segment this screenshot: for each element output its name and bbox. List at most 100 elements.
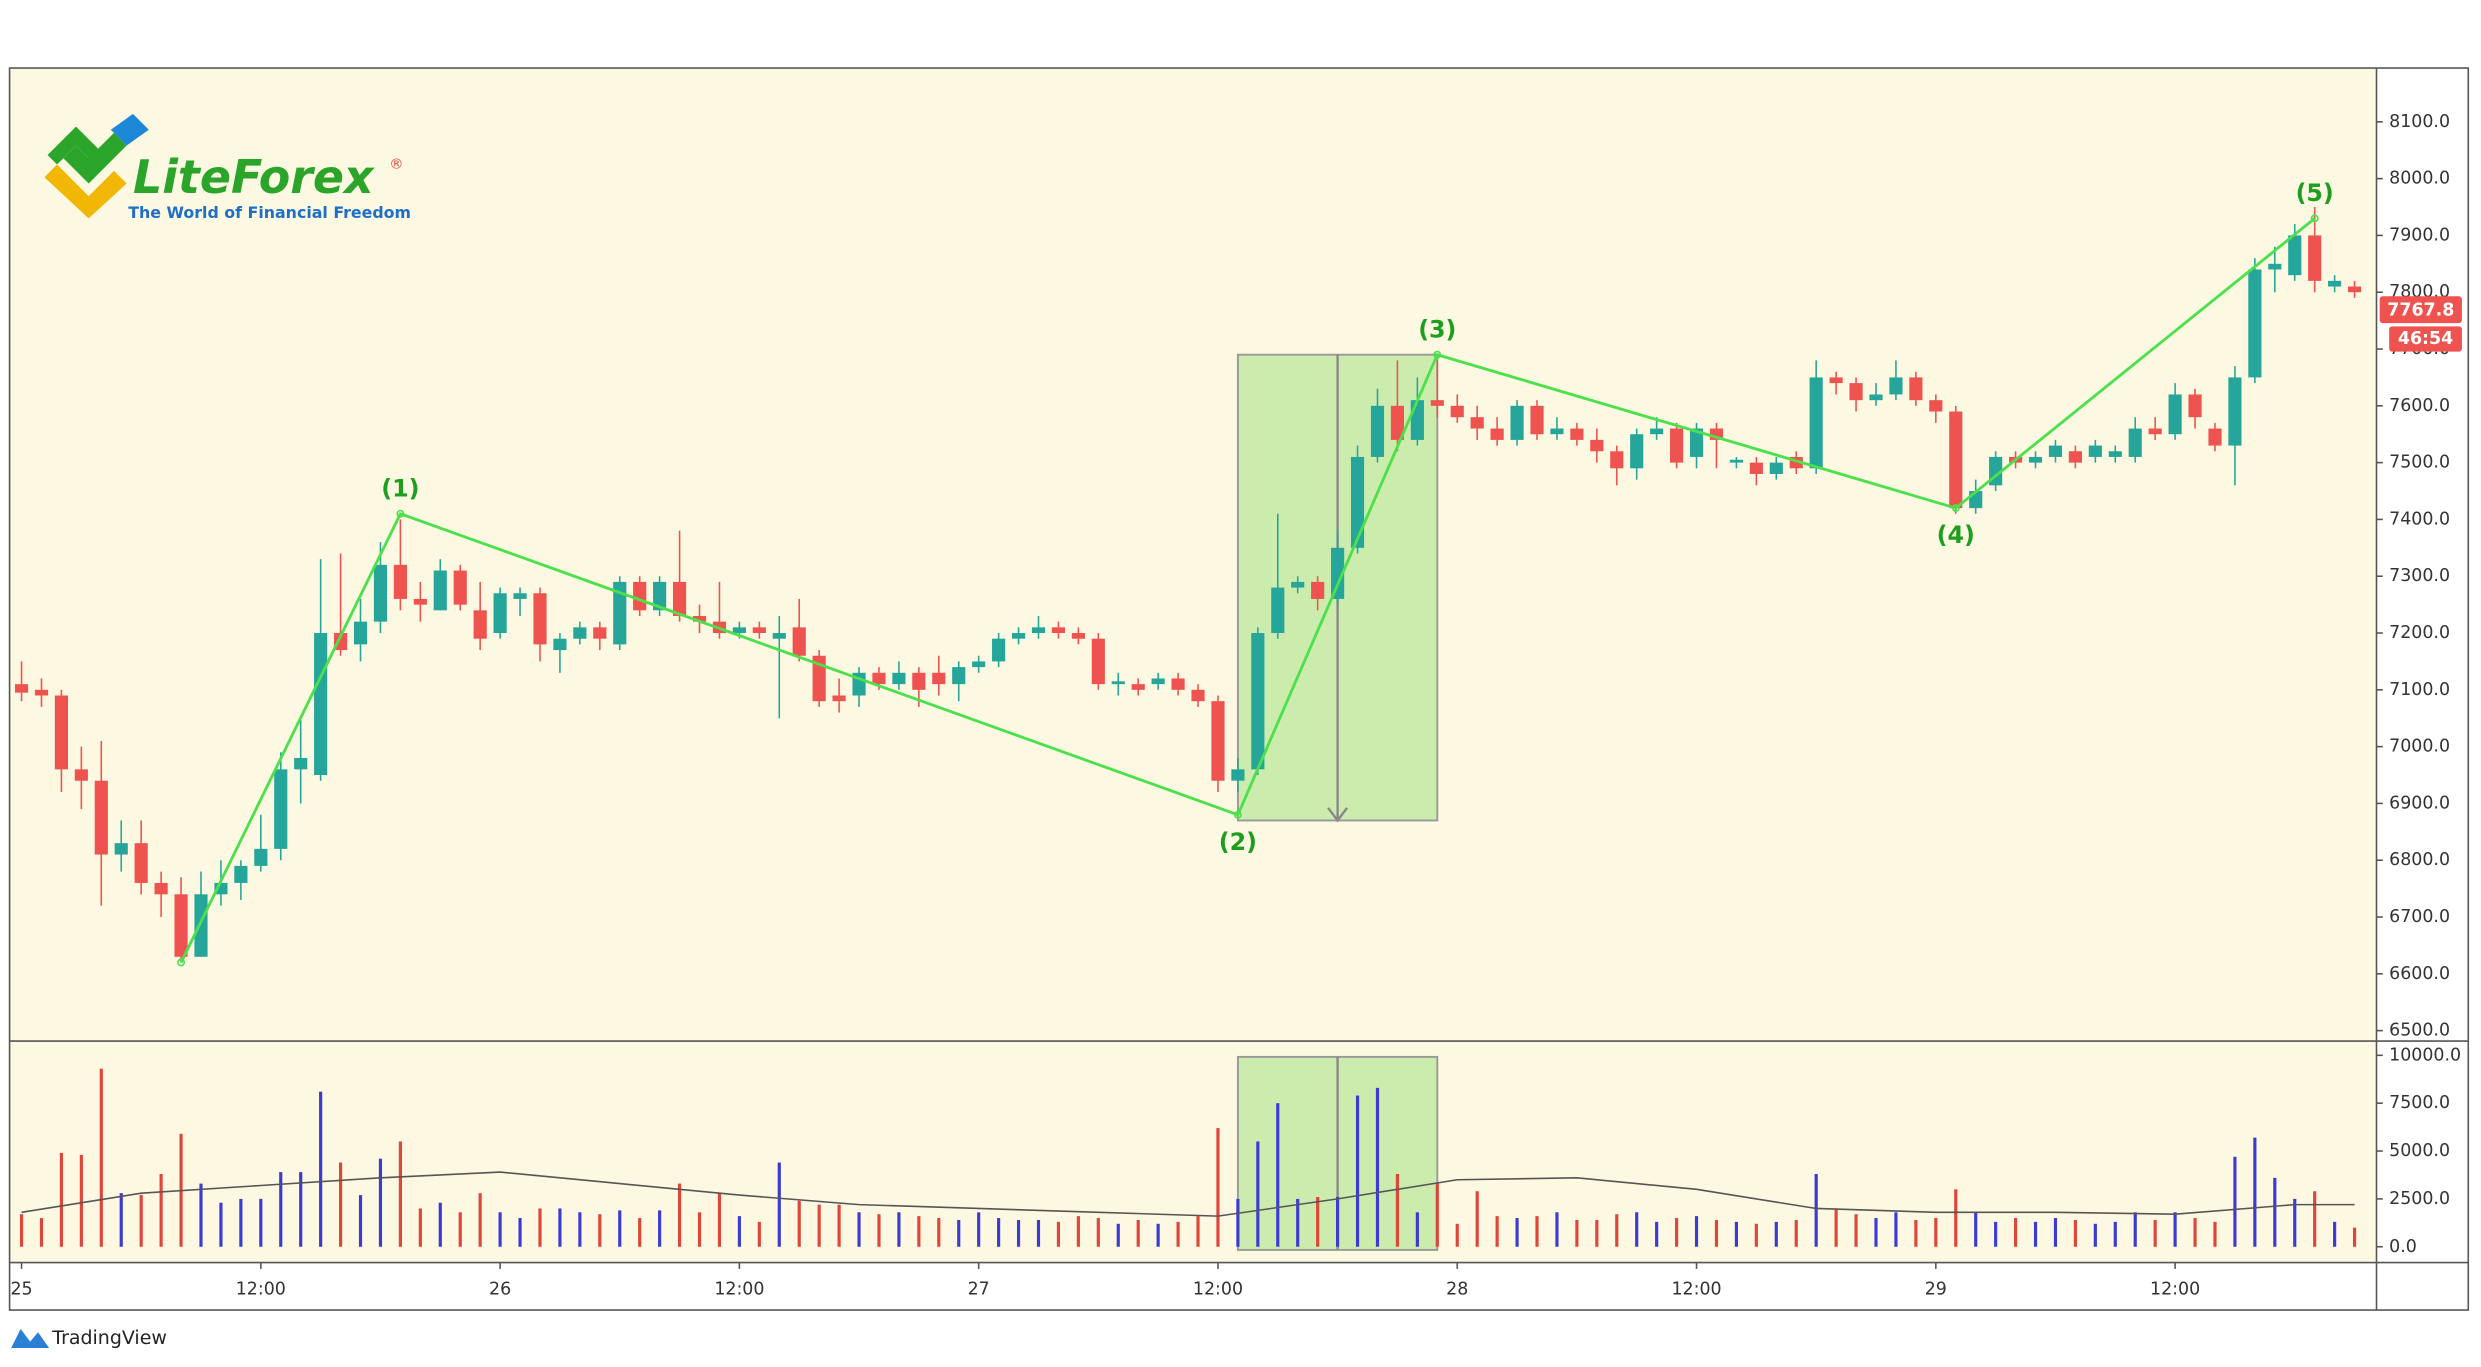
candle-body: [2048, 445, 2063, 457]
candle-body: [1670, 428, 1684, 463]
candle-body: [1630, 434, 1644, 469]
volume-bar: [997, 1218, 1001, 1247]
volume-bar: [1056, 1221, 1061, 1247]
candle-body: [533, 593, 547, 645]
volume-bar: [1415, 1212, 1419, 1247]
candle-body: [493, 593, 507, 634]
volume-bar: [1196, 1216, 1200, 1247]
volume-bar: [1655, 1221, 1659, 1247]
candle-body: [1370, 405, 1385, 457]
candle-body: [14, 684, 29, 693]
volume-bar: [1535, 1216, 1539, 1247]
candle-body: [1410, 400, 1424, 440]
volume-bar: [1455, 1223, 1459, 1247]
volume-bar: [658, 1210, 662, 1247]
volume-bar: [2153, 1219, 2157, 1247]
y-tick-label: 6500.0: [2389, 1021, 2450, 1041]
volume-bar: [2293, 1198, 2297, 1247]
volume-bar: [478, 1193, 482, 1247]
candle-body: [234, 865, 248, 883]
volume-bar: [2053, 1218, 2058, 1247]
wave-point: [177, 958, 186, 967]
candle-body: [1271, 587, 1285, 634]
volume-bar: [1854, 1214, 1858, 1247]
volume-bar: [338, 1162, 343, 1247]
candle-body: [593, 627, 607, 639]
volume-bar: [2113, 1221, 2117, 1247]
volume-bar: [1555, 1212, 1559, 1247]
candle-body: [1570, 428, 1584, 440]
candle-body: [1331, 547, 1345, 599]
volume-bar: [378, 1158, 383, 1247]
candle-body: [1949, 411, 1963, 509]
x-tick-label: 28: [1446, 1279, 1468, 1299]
candle-body: [294, 757, 308, 770]
volume-bar: [1475, 1191, 1479, 1247]
candle-body: [54, 695, 68, 770]
candle-body: [1610, 451, 1624, 469]
volume-bar: [677, 1183, 682, 1247]
candle-body: [2108, 451, 2122, 457]
volume-bar: [1694, 1216, 1699, 1247]
wave-label: (4): [1937, 521, 1975, 549]
y-tick-label: 7400.0: [2389, 509, 2450, 529]
wave-label: (3): [1418, 315, 1456, 343]
volume-bar: [319, 1091, 323, 1247]
candle-body: [1071, 633, 1085, 639]
logo: LiteForex ® The World of Financial Freed…: [44, 113, 411, 222]
candle-body: [1909, 377, 1923, 401]
candle-body: [732, 627, 746, 634]
volume-bar: [159, 1174, 163, 1247]
logo-mark-green: [63, 132, 127, 184]
volume-bar: [2253, 1137, 2257, 1247]
volume-bar: [418, 1208, 422, 1247]
candle-body: [2288, 235, 2302, 276]
volume-bar: [957, 1219, 961, 1247]
volume-bar: [757, 1221, 761, 1247]
volume-bar: [717, 1193, 722, 1247]
candle-body: [2248, 269, 2262, 378]
volume-bar: [1834, 1208, 1838, 1247]
candle-body: [1430, 400, 1444, 406]
candle-body: [1191, 689, 1205, 702]
volume-bar: [1515, 1218, 1519, 1247]
volume-bar: [39, 1218, 44, 1247]
volume-bar: [2273, 1177, 2277, 1247]
y-tick-label: 7600.0: [2389, 396, 2450, 416]
volume-bar: [1016, 1219, 1021, 1247]
candle-body: [134, 843, 148, 883]
volume-bar: [1974, 1212, 1978, 1247]
candle-body: [314, 633, 328, 776]
volume-bar: [1754, 1223, 1758, 1247]
candle-body: [1869, 394, 1883, 401]
x-tick-label: 27: [968, 1279, 990, 1299]
volume-bar: [1076, 1216, 1080, 1247]
candle-body: [692, 615, 707, 622]
volume-bar: [1096, 1218, 1100, 1247]
y-tick-label: 7100.0: [2389, 680, 2450, 700]
wave-point: [1433, 350, 1442, 359]
volume-bar: [199, 1183, 203, 1247]
volume-bar: [2313, 1191, 2317, 1247]
candle-body: [1510, 405, 1524, 440]
candle-body: [1789, 456, 1803, 469]
y-tick-label: 6800.0: [2389, 850, 2450, 870]
x-tick-label: 25: [10, 1279, 32, 1299]
candle-body: [2228, 377, 2242, 446]
volume-bar: [1635, 1212, 1639, 1247]
y-tick-label: 7900.0: [2389, 225, 2450, 245]
candle-body: [573, 627, 587, 639]
volume-bar: [777, 1162, 781, 1247]
candle-body: [1530, 405, 1544, 435]
candle-body: [872, 672, 886, 685]
volume-bar: [1296, 1198, 1300, 1247]
footer: TradingView: [11, 1327, 167, 1349]
volume-bar: [458, 1212, 462, 1247]
volume-bar: [1256, 1141, 1260, 1247]
candle-body: [1390, 405, 1405, 440]
volume-bar: [259, 1198, 263, 1247]
y-tick-label: 7000.0: [2389, 737, 2450, 757]
candle-body: [792, 627, 806, 656]
